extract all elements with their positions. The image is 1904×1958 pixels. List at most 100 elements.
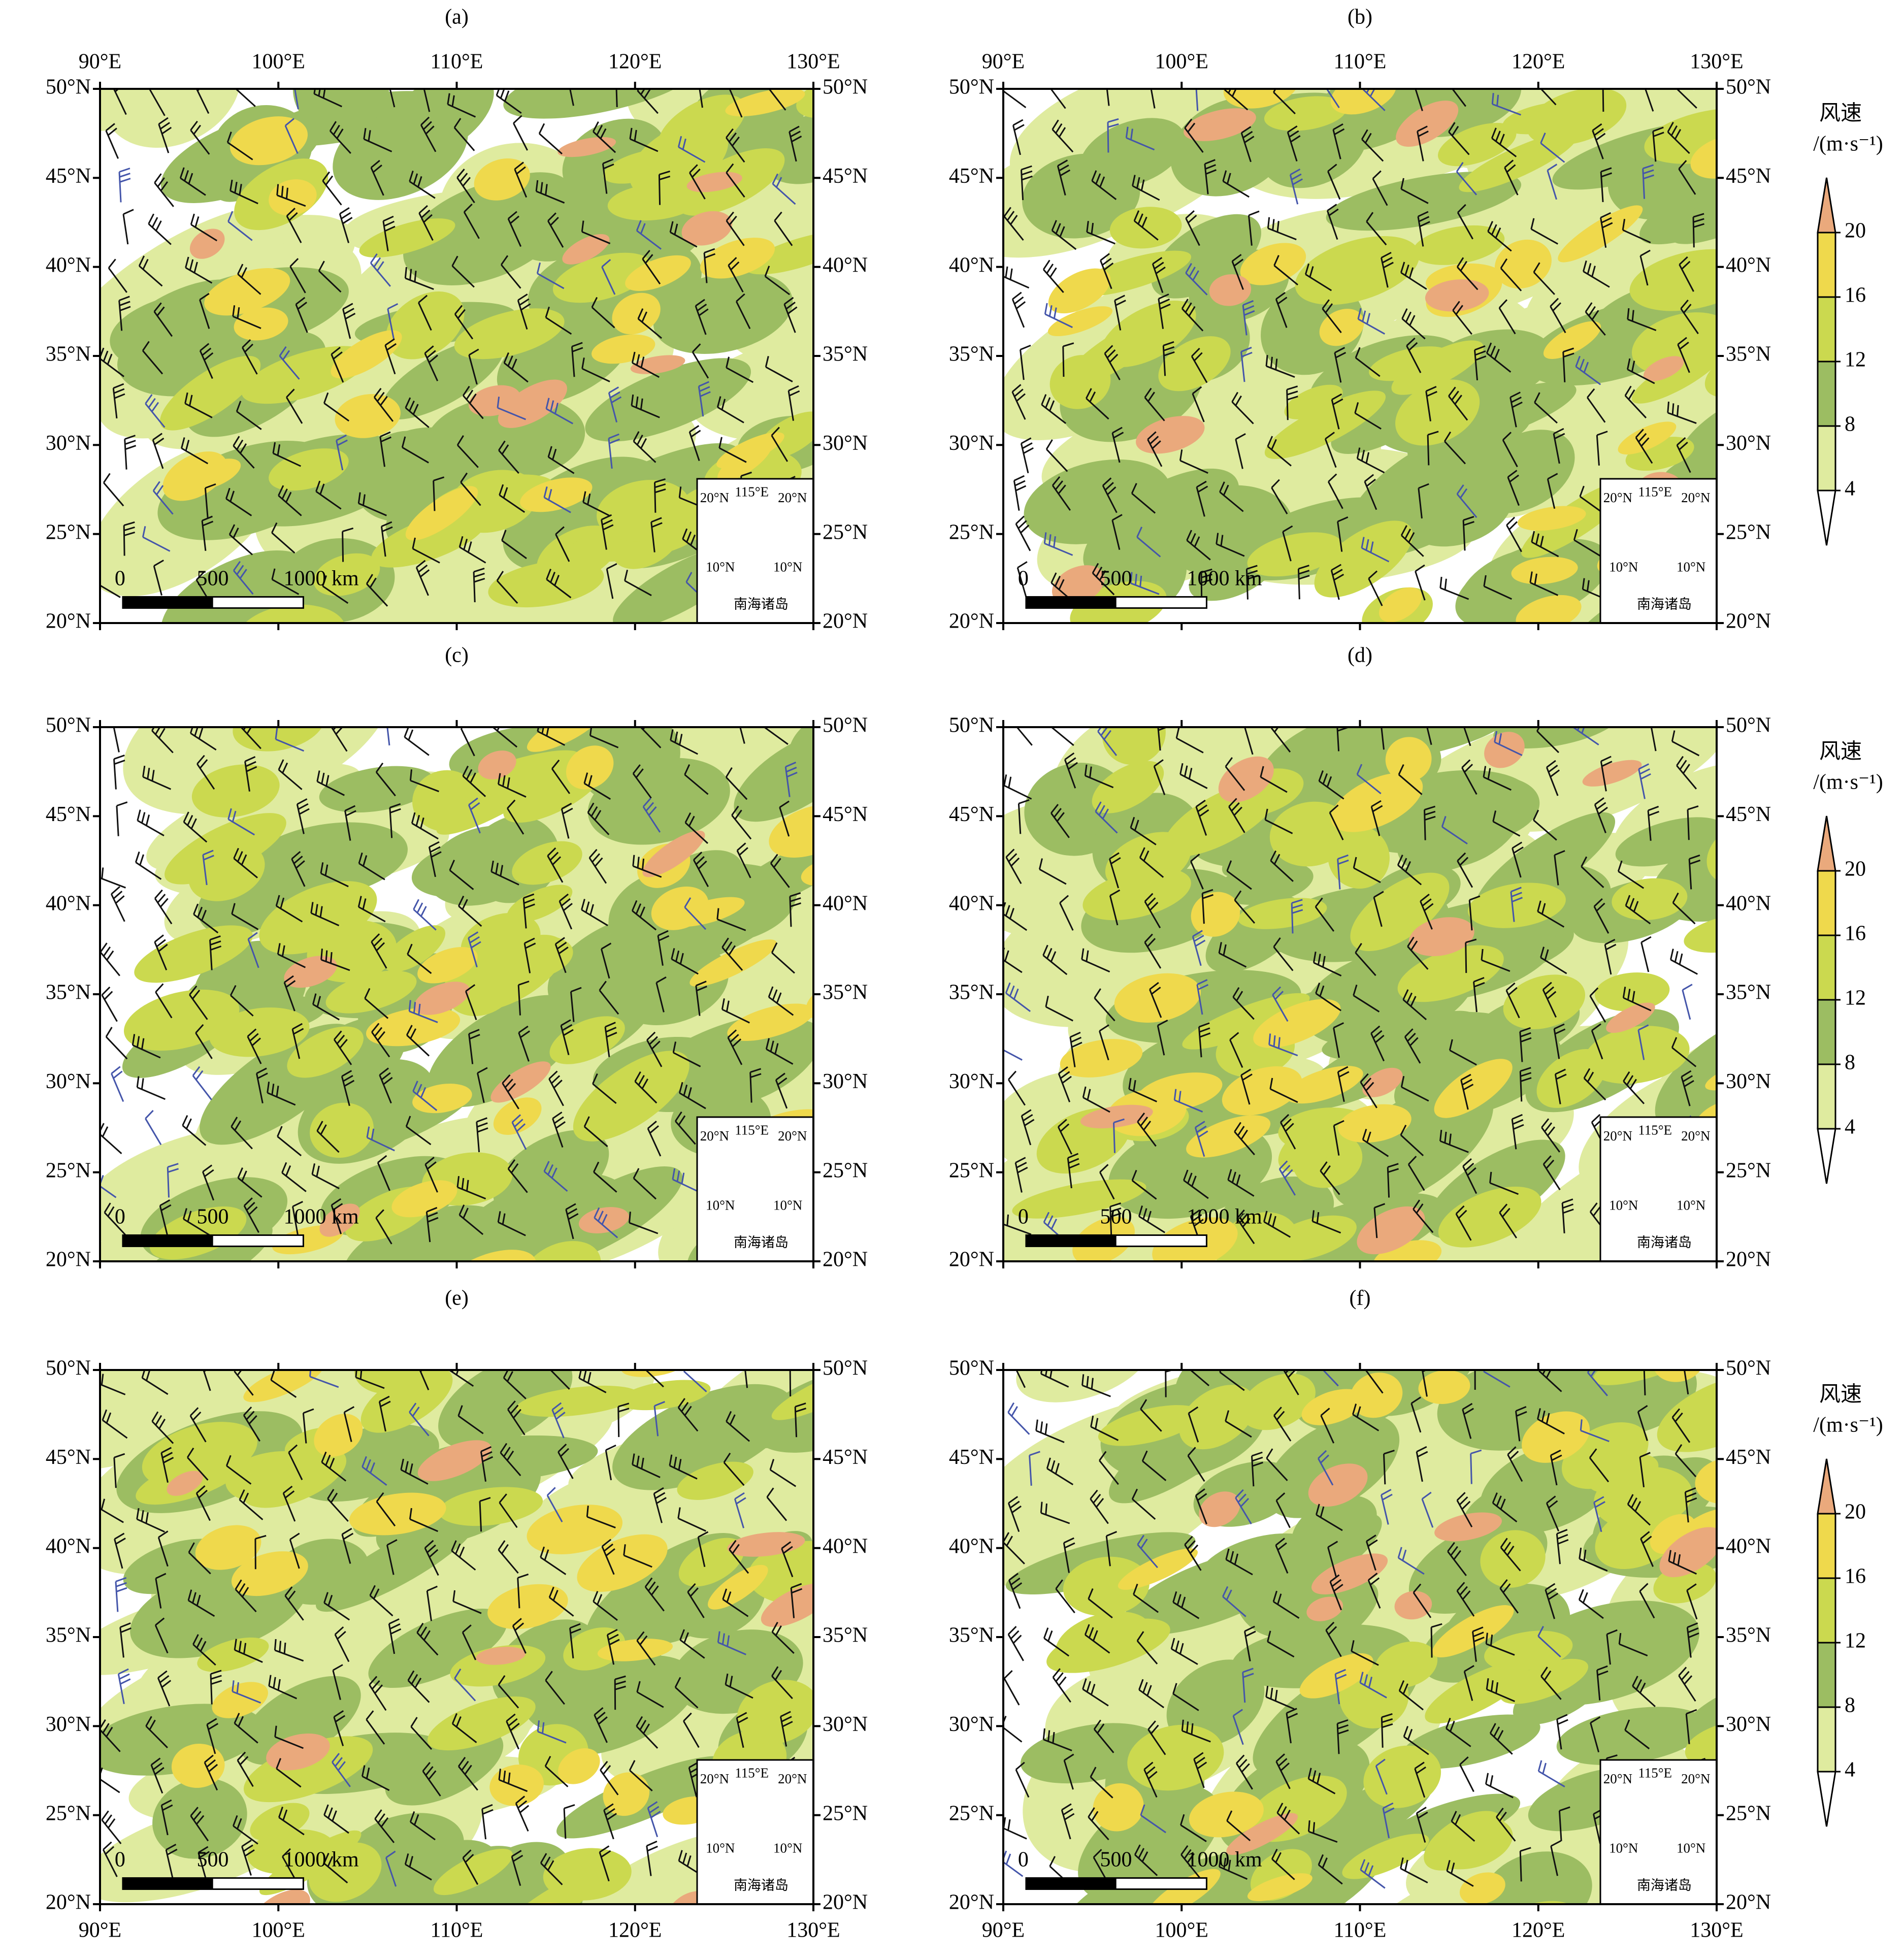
wind-barb: [1267, 217, 1297, 241]
wind-barb: [794, 1402, 806, 1438]
wind-barb: [1131, 1488, 1156, 1520]
colorbar-tick-label: 8: [1845, 1051, 1855, 1074]
wind-barb: [1320, 1161, 1340, 1195]
wind-barb: [410, 1717, 433, 1750]
wind-barb: [1265, 1685, 1295, 1710]
wind-barb: [272, 442, 302, 467]
wind-barb: [196, 755, 215, 790]
y-tick-label: 40°N: [46, 892, 91, 915]
wind-speed-shading: [1511, 557, 1578, 584]
wind-barb: [1678, 160, 1696, 195]
wind-barb: [1173, 1089, 1203, 1113]
wind-barb: [688, 425, 701, 462]
wind-barb: [1373, 891, 1384, 927]
wind-speed-shading: [1655, 1007, 1717, 1136]
wind-speed-shading: [1695, 1458, 1717, 1504]
wind-barb: [151, 727, 174, 754]
wind-barb: [599, 1845, 611, 1882]
wind-barb: [723, 1452, 745, 1486]
wind-barb: [418, 295, 432, 331]
wind-barb: [766, 1487, 787, 1521]
wind-barb: [1355, 942, 1376, 976]
inset-label: 10°N: [706, 1840, 735, 1855]
wind-barb: [157, 1530, 169, 1567]
wind-barb: [1541, 1118, 1560, 1153]
y-tick-label: 25°N: [823, 520, 868, 544]
wind-barb: [1190, 1209, 1204, 1246]
wind-barb: [1679, 256, 1694, 292]
wind-barb: [783, 297, 798, 333]
wind-barb: [1114, 295, 1126, 331]
wind-barb: [1421, 1491, 1434, 1528]
wind-barb: [1152, 257, 1166, 293]
wind-speed-shading: [1151, 214, 1261, 299]
wind-barb: [1370, 800, 1383, 836]
wind-barb: [152, 481, 174, 515]
wind-speed-shading: [727, 1003, 813, 1041]
wind-barb: [192, 1634, 216, 1666]
wind-barb: [385, 1850, 397, 1887]
wind-barb: [1240, 1068, 1253, 1105]
wind-barb: [457, 895, 482, 927]
y-tick-label: 30°N: [823, 432, 868, 455]
wind-barb: [1003, 207, 1024, 241]
y-tick-label: 50°N: [1726, 1357, 1771, 1380]
inset-label: 10°N: [1677, 1197, 1705, 1213]
wind-barb: [1618, 1633, 1648, 1657]
wind-barb: [1242, 300, 1255, 336]
x-tick-label: 130°E: [786, 1919, 840, 1942]
wind-barb: [1500, 258, 1522, 291]
wind-barb: [192, 1066, 212, 1100]
wind-barb: [1324, 432, 1337, 468]
wind-barb: [1536, 727, 1559, 754]
wind-speed-shading: [1199, 1491, 1240, 1527]
wind-barb: [1226, 1810, 1251, 1842]
y-tick-label: 30°N: [1726, 1070, 1771, 1093]
wind-barb: [241, 1839, 255, 1876]
wind-speed-shading: [385, 1728, 504, 1806]
wind-barb: [601, 942, 612, 979]
wind-barb: [279, 346, 300, 380]
y-tick-label: 40°N: [823, 1535, 868, 1558]
wind-barb: [237, 1167, 262, 1198]
wind-barb: [1676, 756, 1697, 790]
x-tick-label: 100°E: [1155, 50, 1208, 74]
x-tick-label: 100°E: [252, 1919, 305, 1942]
wind-barb: [1627, 358, 1655, 384]
wind-barb: [1519, 1067, 1532, 1102]
wind-barb: [1553, 1023, 1566, 1059]
wind-barb: [545, 398, 574, 425]
wind-speed-shading: [319, 1203, 360, 1237]
wind-barb: [603, 1803, 617, 1840]
wind-barb: [768, 986, 794, 1016]
wind-barb: [583, 772, 611, 800]
wind-barb: [1136, 1631, 1158, 1665]
wind-barb: [725, 1673, 753, 1699]
wind-barb: [1688, 854, 1701, 890]
wind-barb: [1216, 533, 1245, 557]
wind-barb: [517, 981, 530, 1016]
wind-speed-shading: [384, 925, 446, 972]
wind-barb: [416, 1622, 439, 1656]
wind-barb: [453, 118, 475, 151]
wind-barb: [1270, 850, 1294, 882]
wind-barb: [1537, 1760, 1565, 1788]
wind-barb: [1540, 1667, 1562, 1700]
wind-barb: [462, 1849, 479, 1885]
colorbar-segment: [1817, 1642, 1836, 1708]
wind-barb: [1652, 126, 1664, 162]
wind-barb: [1231, 391, 1254, 425]
wind-barb: [698, 381, 711, 417]
wind-barb: [1336, 727, 1349, 752]
wind-barb: [405, 397, 430, 428]
wind-barb: [1264, 808, 1293, 834]
wind-barb: [1232, 987, 1255, 1020]
wind-barb: [302, 1408, 314, 1444]
wind-barb: [123, 521, 136, 556]
wind-barb: [502, 1074, 519, 1109]
wind-barb: [1042, 1728, 1072, 1751]
wind-barb: [1236, 1209, 1255, 1245]
wind-barb: [1045, 439, 1068, 472]
y-tick-label: 30°N: [949, 432, 994, 455]
wind-barb: [1675, 1444, 1697, 1478]
